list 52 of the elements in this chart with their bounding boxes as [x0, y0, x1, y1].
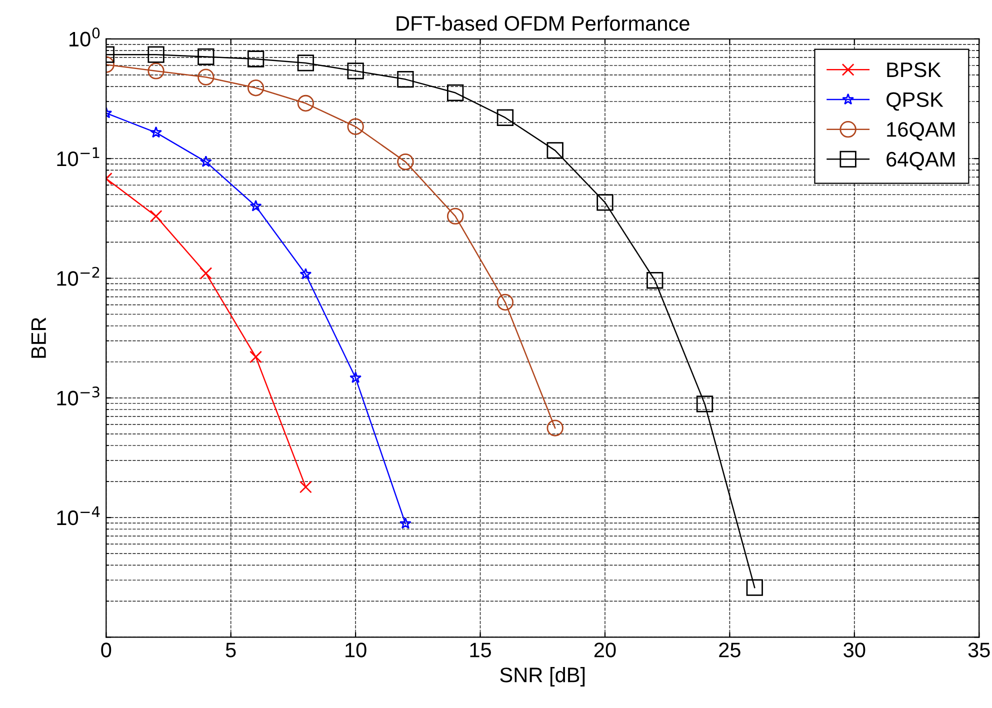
x-tick-label: 25 — [719, 642, 740, 658]
point — [200, 156, 212, 167]
point — [198, 68, 214, 86]
x-tick-label: 10 — [346, 642, 366, 658]
y-tick-label: 10$^{−4}$ — [57, 506, 100, 526]
y-tick-label: 10$^{−3}$ — [57, 386, 100, 406]
point — [299, 480, 312, 494]
y-tick-label: 10$^{−2}$ — [57, 266, 100, 286]
legend-label: QPSK — [886, 92, 944, 111]
point — [397, 153, 414, 170]
point — [446, 208, 464, 225]
point — [250, 200, 262, 212]
point — [350, 372, 362, 384]
point — [746, 579, 763, 596]
point — [397, 70, 414, 88]
x-tick-label: 0 — [101, 642, 112, 658]
point — [496, 109, 514, 126]
x-axis-title: SNR [dB] — [500, 667, 585, 686]
point — [596, 194, 614, 211]
point — [247, 50, 264, 68]
x-tick-label: 35 — [968, 642, 990, 658]
x-tick-label: 15 — [470, 642, 491, 658]
y-tick-label: 10$^{0}$ — [70, 28, 100, 47]
point — [347, 62, 364, 80]
point — [250, 350, 262, 364]
point — [148, 46, 164, 63]
point — [347, 118, 364, 135]
point — [446, 84, 464, 102]
point — [297, 54, 314, 72]
point — [150, 210, 162, 222]
x-tick-label: 5 — [226, 642, 236, 658]
y-axis-title: BER — [31, 318, 46, 358]
point — [198, 48, 214, 66]
legend-label: 64QAM — [886, 152, 954, 170]
point — [148, 62, 164, 80]
point — [646, 272, 664, 289]
point — [546, 142, 564, 159]
point — [399, 517, 412, 529]
point — [247, 80, 264, 96]
point — [496, 294, 514, 311]
point — [300, 268, 312, 280]
point — [297, 94, 314, 112]
x-tick-label: 20 — [594, 642, 616, 658]
chart-title: DFT-based OFDM Performance — [396, 16, 690, 31]
point — [150, 126, 162, 138]
legend-label: 16QAM — [887, 122, 954, 141]
point — [546, 420, 564, 436]
legend-label: BPSK — [887, 62, 941, 78]
point — [696, 396, 714, 412]
point — [200, 267, 212, 280]
y-tick-label: 10$^{−1}$ — [57, 147, 100, 166]
x-tick-label: 30 — [844, 642, 866, 658]
